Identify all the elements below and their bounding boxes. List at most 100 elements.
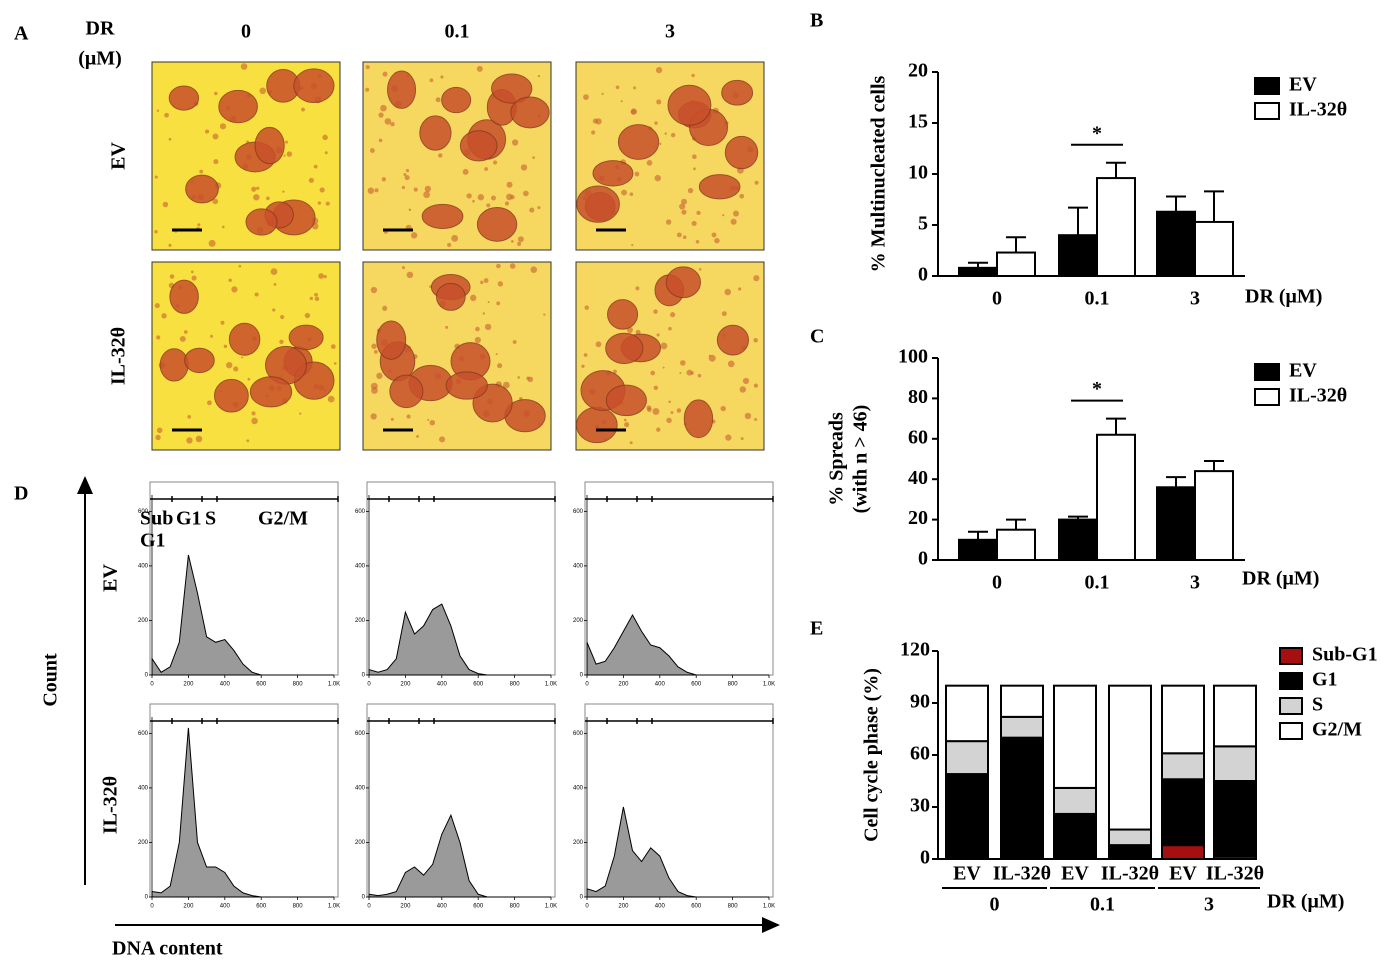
speck [697, 373, 702, 378]
speck [404, 175, 410, 181]
y-tick-label: 200 [355, 618, 366, 624]
speck [155, 434, 161, 441]
legend-label: Sub-G1 [1312, 644, 1378, 666]
speck [708, 354, 711, 357]
y-tick-label: 400 [138, 563, 149, 569]
bar [1096, 177, 1136, 277]
speck [474, 336, 481, 344]
speck [199, 169, 204, 174]
histogram-area [586, 806, 769, 898]
speck [695, 239, 700, 244]
speck [665, 219, 672, 225]
dose-label: 0.1 [445, 21, 470, 43]
bar-segment [1000, 684, 1044, 718]
speck [270, 268, 278, 275]
y-tick-label: 80 [908, 386, 928, 408]
cell [218, 89, 258, 124]
x-tick-label: IL-32θ [1101, 863, 1159, 885]
row-label: EV [108, 142, 130, 170]
x-tick-label: 3 [1190, 572, 1200, 594]
speck [226, 361, 233, 369]
bar-segment [1213, 684, 1257, 748]
speck [219, 123, 227, 130]
cell [683, 399, 714, 439]
speck [282, 190, 285, 193]
speck [714, 237, 720, 244]
bar-segment [1161, 684, 1205, 755]
cell [716, 324, 749, 356]
speck [204, 129, 210, 134]
speck [309, 296, 313, 301]
x-tick-label: 800 [728, 904, 739, 910]
speck [738, 287, 742, 291]
speck [660, 342, 668, 350]
speck [168, 137, 172, 141]
speck [213, 159, 219, 165]
x-tick-label: 200 [183, 682, 194, 688]
cell [435, 282, 466, 311]
histogram-area [151, 727, 334, 898]
speck [195, 435, 203, 443]
y-tick-label: 0 [918, 264, 928, 286]
micrograph [362, 61, 552, 251]
x-tick-label: 800 [728, 682, 739, 688]
panel-label: C [810, 326, 824, 348]
speck [646, 405, 652, 411]
speck [410, 232, 418, 239]
speck [742, 377, 750, 385]
speck [378, 112, 384, 118]
speck [496, 263, 501, 269]
cell [245, 208, 278, 236]
speck [680, 360, 686, 366]
cell [421, 203, 464, 230]
error-bar [968, 530, 988, 540]
x-tick-label: 400 [220, 682, 231, 688]
y-tick-label: 200 [138, 618, 149, 624]
x-tick-label: 1.0K [328, 904, 340, 910]
legend-label: IL-32θ [1289, 99, 1347, 121]
speck [730, 218, 737, 225]
bar [958, 538, 998, 561]
speck [739, 386, 747, 393]
speck [615, 85, 620, 90]
plot-frame [366, 481, 556, 676]
speck [365, 65, 370, 70]
speck [405, 168, 410, 173]
speck [466, 193, 472, 199]
dose-label: 0 [241, 21, 251, 43]
speck [161, 313, 167, 319]
y-title: % Multinucleated cells [868, 75, 890, 272]
x-tick-label: 1.0K [763, 904, 775, 910]
speck [169, 274, 175, 279]
x-tick-label: 600 [473, 904, 484, 910]
speck [623, 418, 627, 422]
speck [664, 132, 667, 135]
cell [607, 299, 639, 330]
x-tick-label: 200 [400, 682, 411, 688]
speck [529, 207, 535, 213]
legend-label: EV [1289, 74, 1317, 96]
speck [666, 417, 672, 424]
speck [369, 148, 375, 153]
speck [592, 118, 598, 124]
speck [210, 334, 214, 338]
axis-unit: (μM) [78, 48, 122, 70]
bar-segment [945, 684, 989, 743]
speck [381, 177, 387, 182]
speck [681, 209, 687, 215]
cell [254, 126, 285, 165]
speck [687, 187, 694, 194]
bar [1194, 220, 1234, 278]
speck [620, 100, 623, 103]
x-tick-label: 0 [585, 904, 589, 910]
cell [459, 130, 498, 162]
annotation: * [1092, 378, 1102, 400]
speck [646, 160, 653, 166]
cell [476, 207, 518, 242]
speck [440, 75, 444, 79]
speck [373, 350, 378, 354]
speck [659, 142, 662, 145]
y-tick-label: 10 [908, 162, 928, 184]
speck [510, 194, 515, 200]
speck [435, 97, 441, 103]
